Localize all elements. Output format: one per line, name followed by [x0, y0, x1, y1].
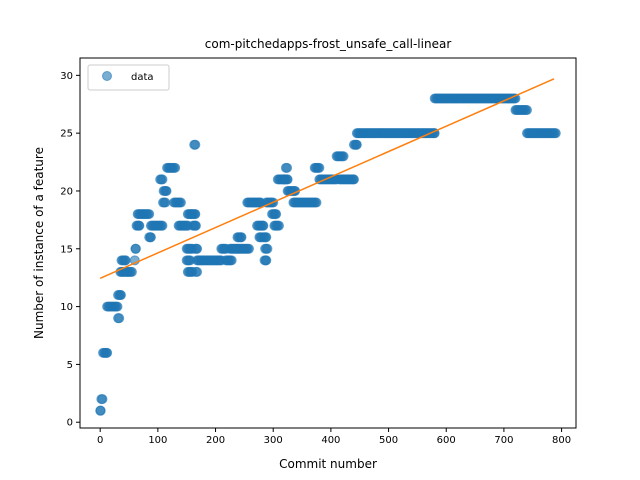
legend-label-data: data	[131, 72, 154, 83]
data-point	[112, 301, 123, 312]
y-tick-label: 30	[60, 71, 73, 82]
data-point	[120, 255, 131, 266]
chart-title: com-pitchedapps-frost_unsafe_call-linear	[205, 37, 452, 51]
x-tick-label: 600	[437, 435, 456, 446]
data-point	[348, 174, 359, 185]
legend: data	[87, 64, 170, 91]
x-axis-title: Commit number	[279, 457, 377, 471]
data-point	[190, 220, 201, 231]
plot-area	[95, 78, 561, 416]
legend-marker	[102, 71, 112, 81]
x-tick-label: 500	[379, 435, 398, 446]
data-point	[192, 243, 203, 254]
x-tick-label: 0	[97, 435, 103, 446]
data-point	[282, 162, 293, 173]
data-point	[243, 243, 254, 254]
axes-frame	[79, 57, 577, 429]
x-tick-label: 100	[148, 435, 167, 446]
x-tick-label: 300	[264, 435, 283, 446]
data-point	[97, 394, 108, 405]
data-point	[95, 405, 106, 416]
data-point	[521, 105, 532, 116]
y-tick-label: 5	[67, 360, 73, 371]
x-tick-label: 200	[206, 435, 225, 446]
data-point	[126, 266, 137, 277]
data-point	[314, 162, 325, 173]
data-point	[261, 232, 272, 243]
data-point	[262, 243, 273, 254]
y-tick-label: 10	[60, 302, 73, 313]
data-point	[190, 209, 201, 220]
data-point	[550, 128, 561, 139]
data-point	[130, 243, 141, 254]
data-point	[311, 197, 322, 208]
data-point	[226, 255, 237, 266]
x-tick-label: 800	[552, 435, 571, 446]
data-point	[261, 255, 272, 266]
x-tick-label: 400	[321, 435, 340, 446]
data-point	[145, 232, 156, 243]
y-tick-label: 25	[60, 129, 73, 140]
data-point	[170, 162, 181, 173]
data-point	[161, 185, 172, 196]
data-point	[175, 197, 186, 208]
data-point	[351, 139, 362, 150]
data-point	[134, 220, 145, 231]
data-point	[160, 197, 171, 208]
data-point	[192, 266, 203, 277]
data-point	[258, 220, 269, 231]
data-point	[157, 220, 168, 231]
axes: 0 100 200 300 400 500 600 700 800 0 5 10 15 20 25 30	[60, 57, 577, 446]
data-point	[190, 139, 201, 150]
y-tick-label: 0	[67, 418, 73, 429]
x-tick-label: 700	[494, 435, 513, 446]
y-tick-label: 15	[60, 244, 73, 255]
data-point	[157, 174, 168, 185]
data-point	[338, 151, 349, 162]
data-point	[114, 313, 125, 324]
data-point	[115, 290, 126, 301]
legend-box	[87, 64, 170, 91]
data-point	[144, 209, 155, 220]
y-tick-label: 20	[60, 186, 73, 197]
data-point	[282, 174, 293, 185]
data-point	[273, 220, 284, 231]
y-axis-title: Number of instance of a feature	[32, 147, 46, 339]
data-point	[271, 209, 282, 220]
data-point	[102, 347, 113, 358]
fit-line	[99, 78, 555, 279]
data-point	[236, 232, 247, 243]
